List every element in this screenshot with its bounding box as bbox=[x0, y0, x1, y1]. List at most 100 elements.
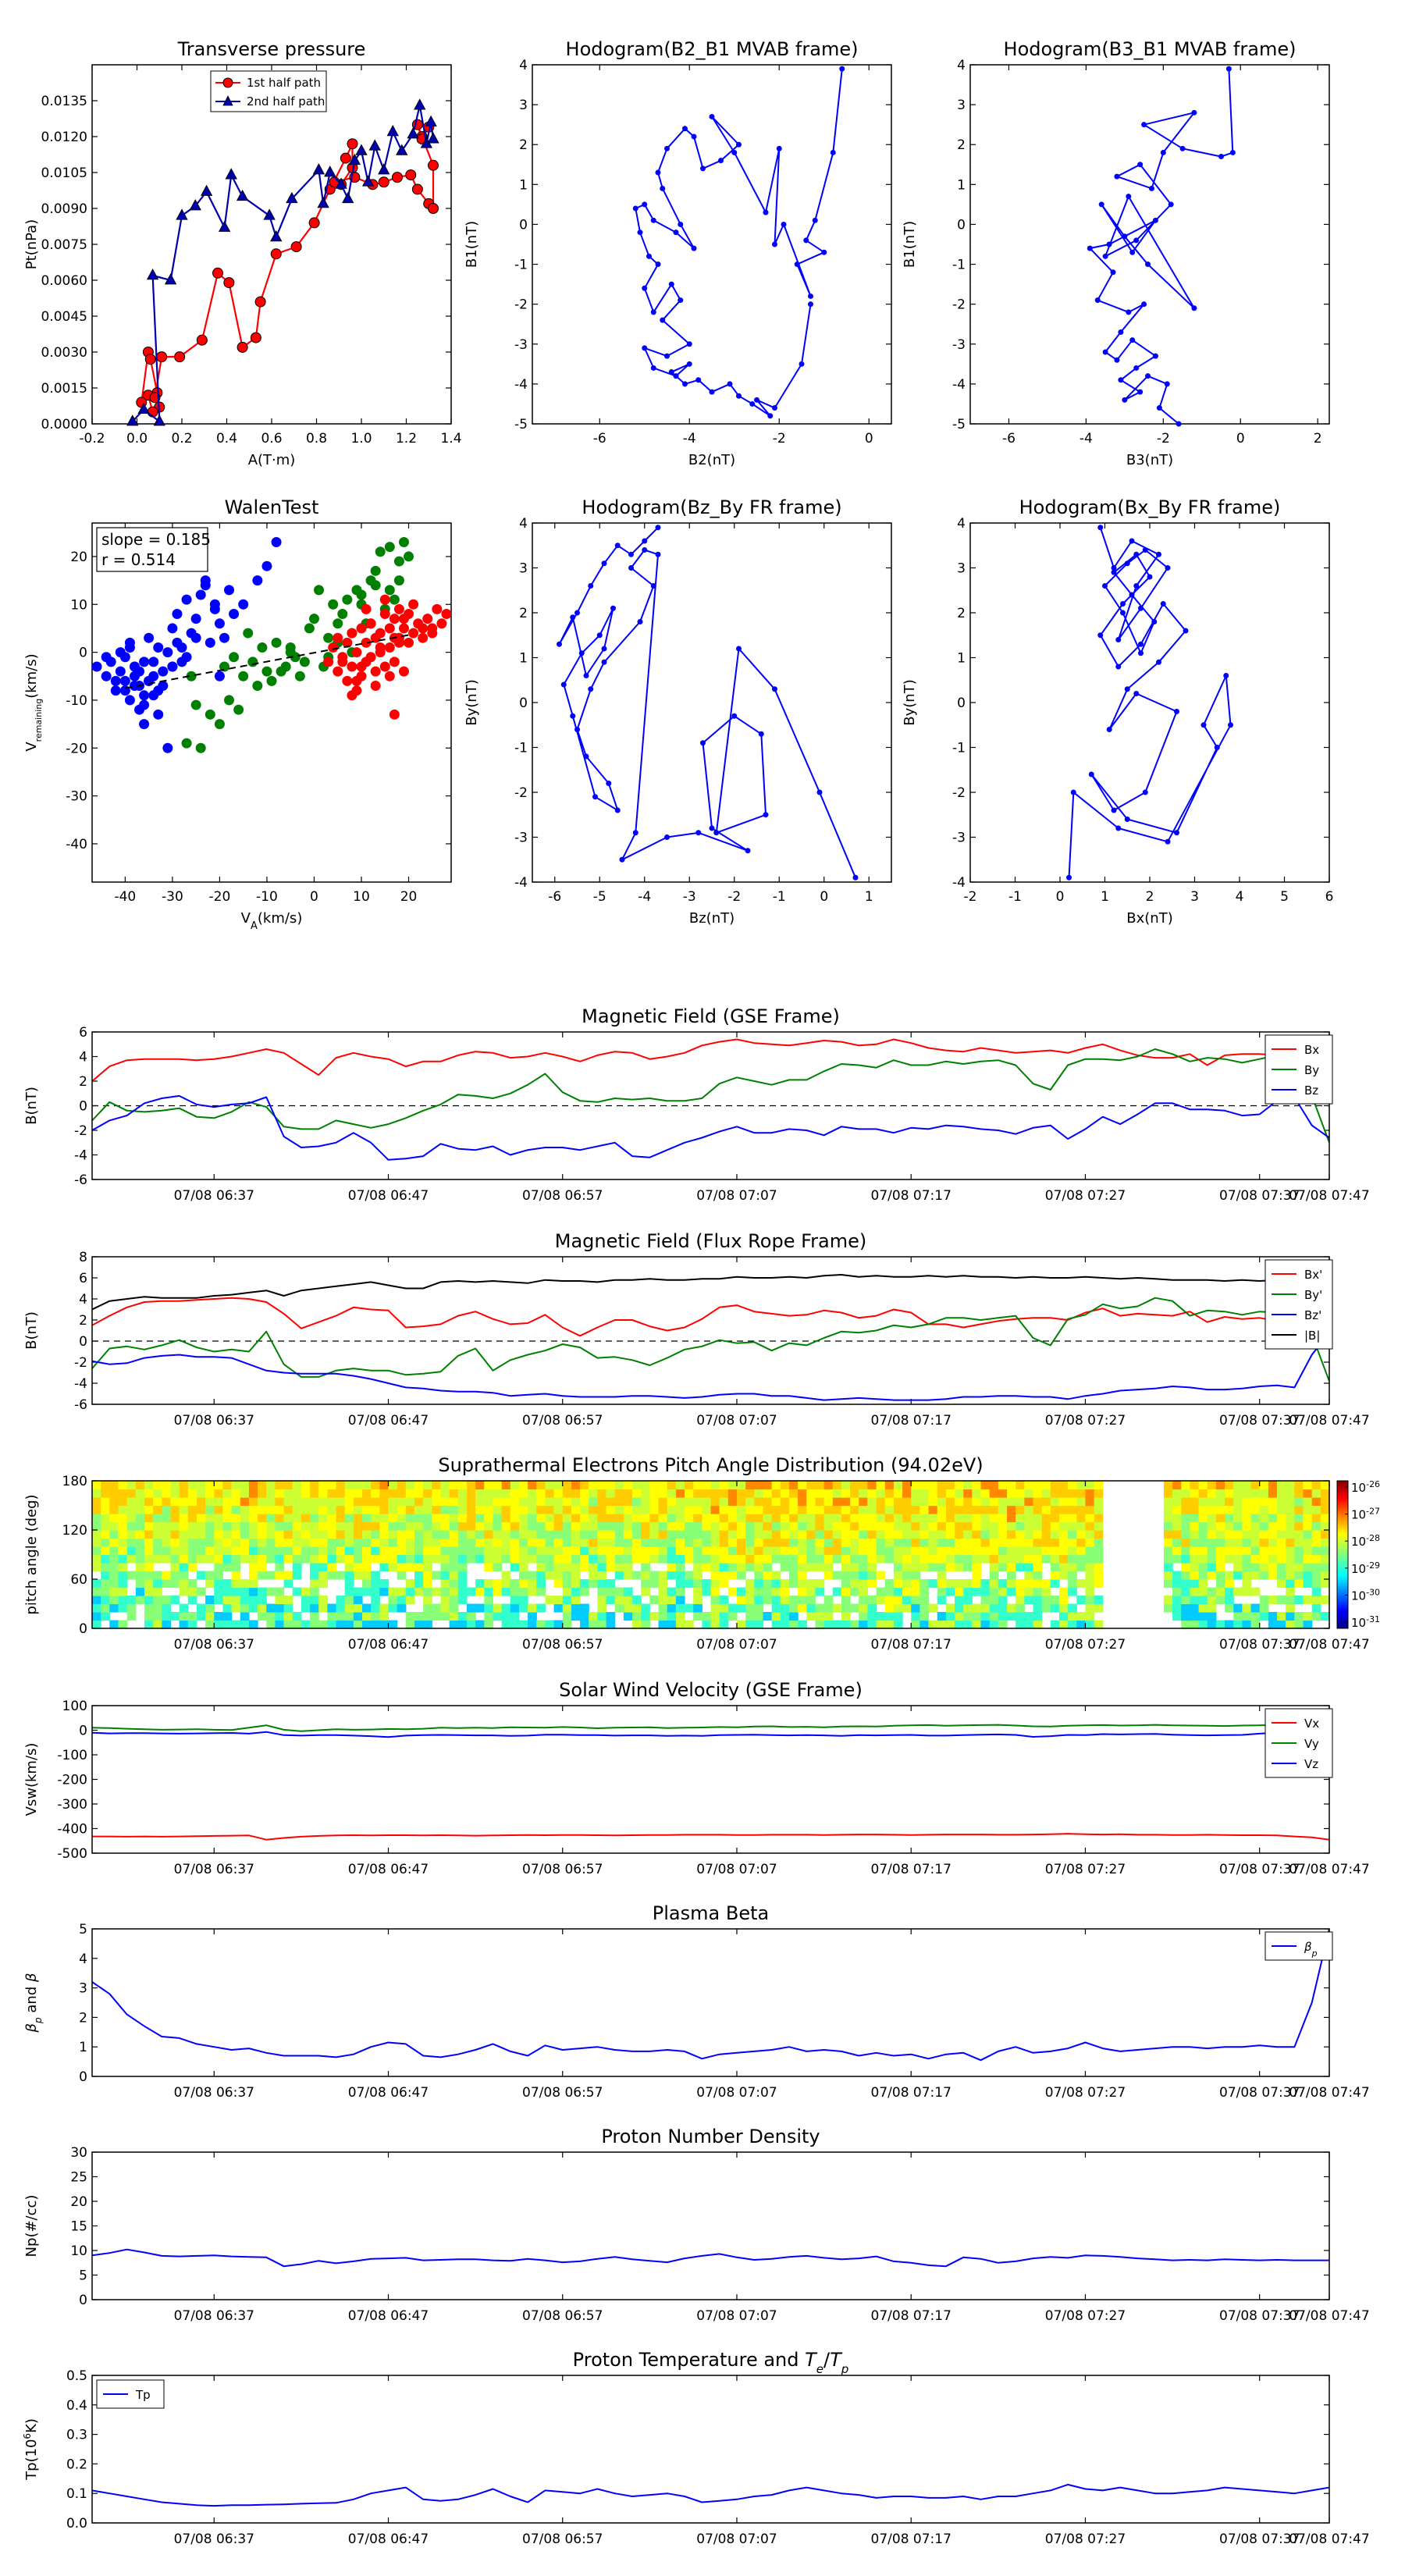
pad-cell bbox=[832, 1587, 842, 1596]
pad-cell bbox=[205, 1505, 215, 1514]
pad-cell bbox=[823, 1563, 834, 1572]
pad-cell bbox=[1181, 1603, 1191, 1613]
pad-cell bbox=[675, 1579, 685, 1589]
pad-cell bbox=[649, 1579, 660, 1589]
pressure-point bbox=[368, 139, 381, 151]
hodogram-point bbox=[1164, 381, 1170, 387]
pad-cell bbox=[310, 1514, 319, 1523]
pad-cell bbox=[432, 1505, 442, 1514]
label-sub: p bbox=[1311, 1948, 1318, 1959]
pad-cell bbox=[798, 1620, 807, 1629]
pad-cell bbox=[597, 1546, 607, 1556]
pad-cell bbox=[144, 1530, 154, 1539]
pad-cell bbox=[1094, 1497, 1104, 1507]
hodogram-point bbox=[1097, 525, 1104, 531]
pad-cell bbox=[336, 1612, 346, 1621]
pad-cell bbox=[484, 1514, 494, 1523]
pad-cell bbox=[196, 1612, 206, 1621]
pad-cell bbox=[318, 1571, 328, 1580]
pad-cell bbox=[109, 1603, 119, 1613]
walen-point bbox=[276, 666, 286, 677]
pad-cell bbox=[945, 1481, 955, 1490]
x-tick-label: 07/08 07:47 bbox=[1289, 1188, 1369, 1204]
pad-cell bbox=[1259, 1546, 1269, 1556]
pad-cell bbox=[493, 1603, 503, 1613]
pad-cell bbox=[614, 1571, 624, 1580]
pad-cell bbox=[693, 1612, 702, 1621]
pad-cell bbox=[1320, 1596, 1330, 1605]
pad-cell bbox=[1190, 1571, 1200, 1580]
walen-point bbox=[379, 594, 390, 605]
pad-cell bbox=[1215, 1546, 1225, 1556]
label-part: V bbox=[241, 910, 251, 927]
pad-cell bbox=[850, 1587, 859, 1596]
pad-cell bbox=[1303, 1596, 1313, 1605]
pad-cell bbox=[553, 1546, 564, 1556]
pad-cell bbox=[1163, 1603, 1173, 1613]
y-tick-label: 10 bbox=[70, 597, 87, 613]
hodogram-point bbox=[1228, 722, 1233, 728]
pad-cell bbox=[675, 1571, 685, 1580]
x-tick-label: 07/08 07:17 bbox=[871, 1413, 951, 1429]
pad-cell bbox=[972, 1481, 982, 1490]
pad-cell bbox=[205, 1489, 215, 1498]
pad-cell bbox=[902, 1481, 912, 1490]
y-tick-label: 0 bbox=[79, 1099, 87, 1115]
pad-cell bbox=[1225, 1505, 1234, 1514]
pad-cell bbox=[649, 1505, 660, 1514]
pressure-point bbox=[428, 159, 439, 171]
pad-cell bbox=[876, 1571, 886, 1580]
pad-cell bbox=[214, 1546, 224, 1556]
walen-point bbox=[110, 685, 121, 696]
pad-cell bbox=[989, 1596, 999, 1605]
pad-cell bbox=[327, 1497, 337, 1507]
pad-cell bbox=[902, 1596, 912, 1605]
x-tick-label: 0 bbox=[1056, 889, 1065, 905]
walen-point bbox=[328, 599, 339, 610]
pad-cell bbox=[1016, 1514, 1025, 1523]
pad-cell bbox=[310, 1563, 319, 1572]
pad-cell bbox=[1233, 1587, 1243, 1596]
pad-cell bbox=[1076, 1481, 1087, 1490]
pad-cell bbox=[884, 1554, 895, 1564]
pad-cell bbox=[745, 1505, 755, 1514]
pad-cell bbox=[597, 1521, 607, 1531]
pad-cell bbox=[937, 1612, 947, 1621]
pad-cell bbox=[571, 1514, 581, 1523]
colorbar-tick-label: 10-30 bbox=[1351, 1587, 1380, 1603]
pad-cell bbox=[963, 1538, 973, 1547]
pad-cell bbox=[318, 1579, 328, 1589]
pad-cell bbox=[937, 1514, 947, 1523]
pad-cell bbox=[1215, 1530, 1225, 1539]
pad-cell bbox=[685, 1489, 694, 1498]
pad-cell bbox=[1320, 1579, 1330, 1589]
pad-cell bbox=[1225, 1521, 1234, 1531]
pad-cell bbox=[1215, 1563, 1225, 1572]
pad-cell bbox=[353, 1530, 363, 1539]
pad-cell bbox=[222, 1620, 233, 1629]
pad-cell bbox=[710, 1603, 720, 1613]
hodogram-point bbox=[588, 686, 594, 692]
pad-cell bbox=[283, 1530, 293, 1539]
pad-cell bbox=[1225, 1587, 1234, 1596]
hodogram-point bbox=[1191, 305, 1197, 311]
pad-cell bbox=[1311, 1497, 1321, 1507]
pad-cell bbox=[170, 1571, 180, 1580]
pad-cell bbox=[727, 1603, 738, 1613]
y-tick-label: -2 bbox=[74, 1355, 87, 1371]
hodogram-point bbox=[664, 834, 670, 840]
pad-cell bbox=[832, 1554, 842, 1564]
pad-cell bbox=[963, 1596, 973, 1605]
pad-cell bbox=[945, 1563, 955, 1572]
pad-cell bbox=[397, 1596, 407, 1605]
pressure-point bbox=[225, 168, 237, 180]
pad-cell bbox=[1250, 1563, 1261, 1572]
pad-cell bbox=[336, 1481, 346, 1490]
pad-cell bbox=[336, 1554, 346, 1564]
pad-cell bbox=[1076, 1505, 1087, 1514]
pad-cell bbox=[727, 1538, 738, 1547]
pad-cell bbox=[736, 1481, 746, 1490]
y-tick-label: 0.0 bbox=[66, 2516, 87, 2532]
colorbar-tick-label: 10-28 bbox=[1351, 1533, 1380, 1550]
hodogram-point bbox=[1179, 145, 1186, 151]
